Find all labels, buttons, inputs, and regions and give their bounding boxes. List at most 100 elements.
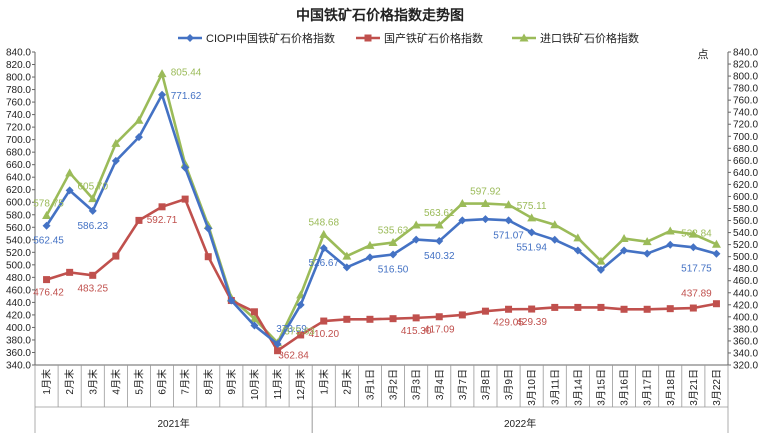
data-point	[597, 303, 605, 311]
data-label: 592.71	[147, 215, 178, 226]
left-tick-label: 800.0	[6, 73, 31, 84]
right-tick-label: 340.0	[733, 348, 758, 359]
right-tick-label: 720.0	[733, 120, 758, 131]
data-point	[527, 213, 537, 222]
data-point	[66, 268, 74, 276]
left-tick-label: 400.0	[6, 323, 31, 334]
data-point	[296, 300, 305, 309]
data-point	[550, 235, 559, 244]
data-point	[505, 305, 513, 313]
data-point	[43, 276, 51, 284]
right-tick-label: 820.0	[733, 60, 758, 71]
x-tick-label: 9月末	[225, 369, 238, 395]
chart-title: 中国铁矿石价格指数走势图	[296, 7, 464, 23]
left-tick-label: 700.0	[6, 135, 31, 146]
data-point	[412, 314, 420, 322]
x-tick-label: 3月22日	[711, 369, 723, 406]
data-label: 805.44	[171, 68, 202, 79]
data-label: 516.50	[378, 265, 409, 276]
legend-marker	[186, 34, 194, 42]
right-tick-label: 620.0	[733, 180, 758, 191]
left-tick-label: 780.0	[6, 85, 31, 96]
left-tick-label: 420.0	[6, 310, 31, 321]
data-point	[666, 240, 675, 249]
right-tick-label: 440.0	[733, 288, 758, 299]
data-labels: 562.45 586.23 771.62 373.59 526.67 516.50 540.…	[33, 68, 712, 362]
data-point	[412, 235, 421, 244]
x-tick-label: 3月末	[86, 369, 99, 395]
left-tick-label: 540.0	[6, 235, 31, 246]
data-point	[365, 240, 375, 249]
right-tick-label: 840.0	[733, 48, 758, 59]
data-label: 562.45	[33, 236, 64, 247]
data-point	[111, 156, 120, 165]
right-tick-label: 600.0	[733, 192, 758, 203]
x-tick-label: 3月11日	[549, 369, 561, 405]
data-point	[411, 220, 421, 229]
data-point	[366, 315, 374, 323]
right-tick-label: 680.0	[733, 144, 758, 155]
x-tick-label: 3月9日	[503, 369, 515, 400]
data-point	[573, 233, 583, 242]
left-tick-label: 740.0	[6, 110, 31, 121]
right-tick-label: 460.0	[733, 276, 758, 287]
right-tick-label: 580.0	[733, 204, 758, 215]
data-label: 771.62	[171, 91, 202, 102]
data-point	[620, 305, 628, 313]
data-point	[181, 163, 190, 172]
data-point	[665, 226, 675, 235]
data-point	[65, 186, 74, 195]
data-point	[666, 305, 674, 313]
data-point	[135, 216, 143, 224]
x-tick-label: 3月14日	[572, 369, 584, 406]
data-point	[435, 313, 443, 321]
right-tick-label: 660.0	[733, 156, 758, 167]
left-tick-label: 620.0	[6, 185, 31, 196]
data-point	[642, 237, 652, 246]
right-tick-label: 320.0	[733, 361, 758, 372]
data-label: 415.30	[401, 326, 432, 337]
data-point	[528, 305, 536, 313]
x-tick-label: 8月末	[202, 369, 215, 395]
x-tick-label: 3月3日	[411, 369, 423, 400]
right-tick-label: 400.0	[733, 312, 758, 323]
left-tick-label: 680.0	[6, 148, 31, 159]
data-point	[389, 315, 397, 323]
right-tick-label: 380.0	[733, 324, 758, 335]
data-point	[434, 220, 444, 229]
data-point	[619, 234, 629, 243]
data-point	[688, 229, 698, 238]
data-point	[596, 265, 605, 274]
x-tick-label: 10月末	[248, 369, 261, 400]
left-tick-label: 600.0	[6, 198, 31, 209]
x-tick-label: 4月末	[109, 369, 122, 395]
data-label: 597.92	[470, 187, 501, 198]
left-tick-label: 660.0	[6, 160, 31, 171]
left-tick-label: 820.0	[6, 60, 31, 71]
x-tick-label: 3月1日	[364, 369, 376, 400]
left-tick-label: 840.0	[6, 48, 31, 59]
left-tick-label: 640.0	[6, 173, 31, 184]
series-line	[45, 72, 717, 344]
legend-label: 国产铁矿石价格指数	[384, 31, 483, 45]
right-tick-label: 640.0	[733, 168, 758, 179]
data-label: 532.84	[681, 228, 712, 239]
left-tick-label: 720.0	[6, 123, 31, 134]
data-point	[527, 228, 536, 237]
data-point	[134, 115, 144, 124]
x-tick-label: 3月10日	[526, 369, 538, 406]
data-point	[504, 216, 513, 225]
data-point	[88, 194, 98, 203]
data-point	[712, 249, 721, 258]
data-point	[435, 237, 444, 246]
data-point	[297, 331, 305, 339]
data-point	[249, 314, 259, 323]
data-label: 417.09	[424, 325, 455, 336]
x-tick-label: 11月末	[271, 369, 284, 399]
data-point	[457, 198, 467, 207]
x-group-label: 2022年	[504, 417, 536, 430]
data-point	[157, 69, 167, 78]
data-point	[204, 253, 212, 261]
data-point	[250, 308, 258, 316]
